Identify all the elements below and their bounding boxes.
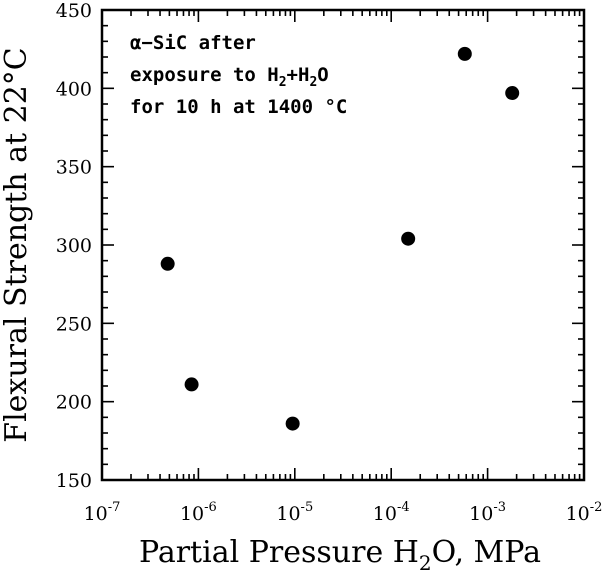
data-point [184,377,199,392]
data-point [160,256,175,271]
x-tick-label: 10-4 [373,500,410,525]
data-point [457,46,472,61]
data-point [505,86,520,101]
y-tick-label: 200 [56,392,92,414]
data-point [401,231,416,246]
data-points [160,46,520,431]
x-axis-title: Partial Pressure H2O, MPa [139,535,541,574]
y-tick-label: 450 [56,0,92,22]
x-tick-labels: 10-7 10-6 10-5 10-4 10-3 10-2 [84,500,603,525]
y-tick-label: 350 [56,157,92,179]
annotation-line-3: for 10 h at 1400 °C [130,96,347,118]
y-tick-label: 250 [56,313,92,335]
x-tick-label: 10-6 [180,500,217,525]
y-tick-label: 300 [56,235,92,257]
x-tick-label: 10-2 [566,500,603,525]
x-tick-label: 10-3 [469,500,506,525]
annotation-line-2: exposure to H2+H2O [130,64,329,90]
y-axis-title: Flexural Strength at 22°C [0,47,34,443]
x-tick-label: 10-7 [84,500,121,525]
y-tick-label: 150 [56,470,92,492]
axis-ticks [101,9,584,481]
y-tick-labels: 150 200 250 300 350 400 450 [56,0,92,492]
y-tick-label: 400 [56,78,92,100]
data-point [285,416,300,431]
annotation: α−SiC after exposure to H2+H2O for 10 h … [130,32,347,118]
x-tick-label: 10-5 [276,500,313,525]
annotation-line-1: α−SiC after [130,32,256,54]
